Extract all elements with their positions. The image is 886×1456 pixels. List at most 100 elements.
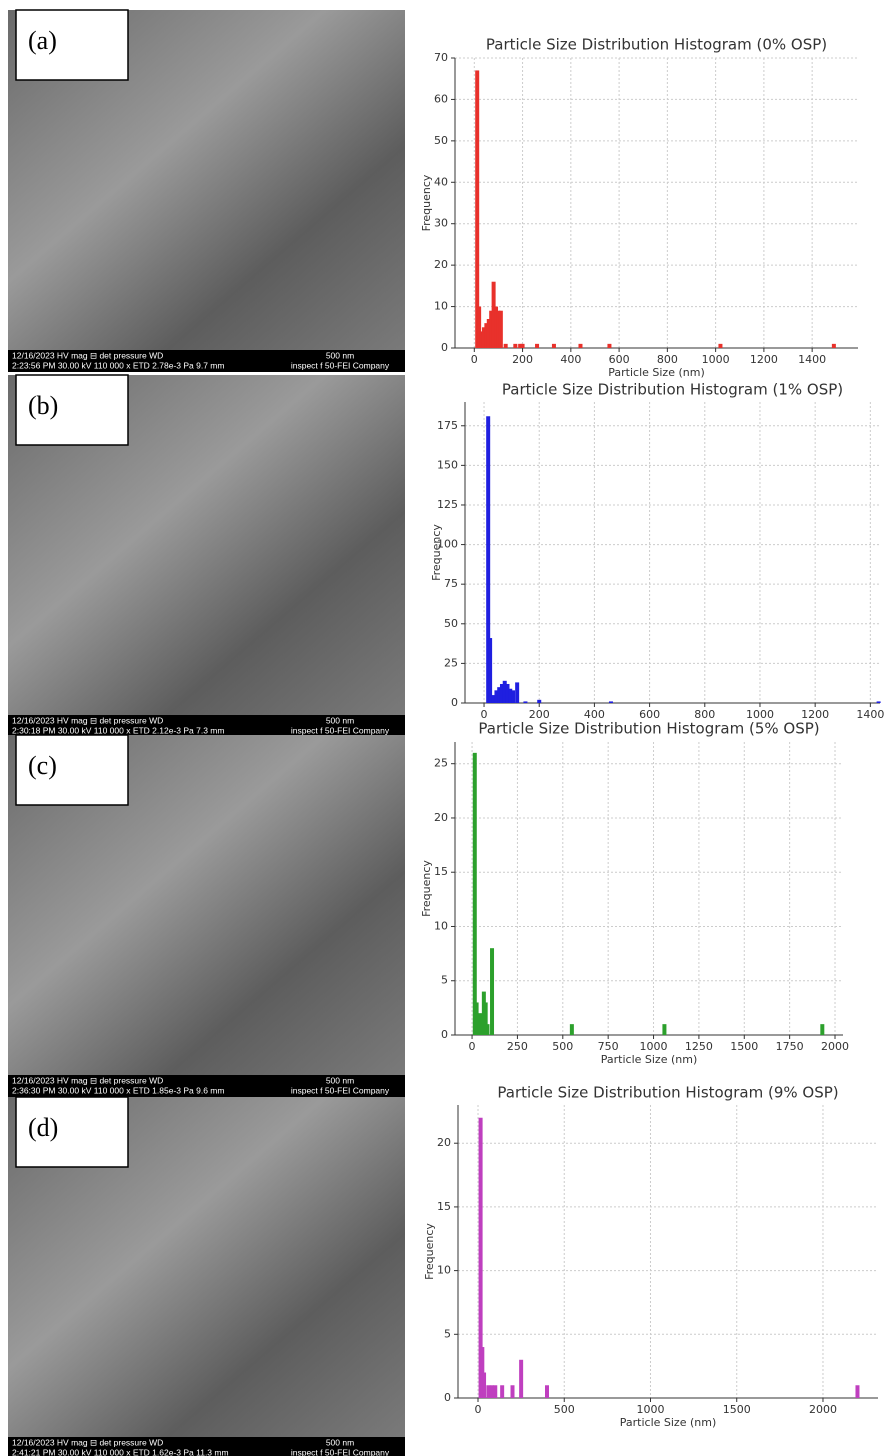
bar [513,344,517,348]
bar [570,1024,574,1035]
bar [535,344,539,348]
y-tick-label: 5 [444,1327,451,1340]
y-tick-label: 50 [444,617,458,630]
y-tick-label: 60 [434,92,448,105]
x-tick-label: 2000 [809,1403,837,1416]
x-axis-title: Particle Size (nm) [608,366,705,379]
x-tick-label: 750 [598,1040,619,1053]
x-tick-label: 600 [609,353,630,366]
y-tick-label: 150 [437,458,458,471]
panel-label: (d) [28,1113,58,1142]
x-tick-label: 0 [475,1403,482,1416]
x-tick-label: 400 [560,353,581,366]
bar [552,344,556,348]
scale-text: 500 nm [326,350,354,360]
bar [832,344,836,348]
y-tick-label: 20 [434,811,448,824]
bar [537,700,541,703]
info-text: inspect f 50-FEI Company [291,1085,390,1095]
bar [511,1385,515,1398]
info-text: 2:30:18 PM 30.00 kV 110 000 x ETD 2.12e-… [12,725,224,735]
x-tick-label: 500 [552,1040,573,1053]
x-tick-label: 500 [554,1403,575,1416]
info-text: inspect f 50-FEI Company [291,1447,390,1456]
y-axis-title: Frequency [430,524,443,581]
x-tick-label: 1750 [776,1040,804,1053]
info-text: inspect f 50-FEI Company [291,725,390,735]
y-tick-label: 10 [434,300,448,313]
bar [820,1024,824,1035]
bar [523,701,527,703]
x-tick-label: 1000 [702,353,730,366]
y-tick-label: 25 [444,656,458,669]
y-tick-label: 50 [434,134,448,147]
chart-title: Particle Size Distribution Histogram (9%… [497,1084,838,1102]
bar [499,311,503,348]
x-tick-label: 1500 [730,1040,758,1053]
y-tick-label: 0 [441,1028,448,1041]
info-text: 12/16/2023 HV mag ⊟ det pressure WD [12,715,163,725]
info-text: inspect f 50-FEI Company [291,360,390,370]
bar [718,344,722,348]
bar [475,70,479,348]
x-axis-title: Particle Size (nm) [620,1416,717,1429]
bar [486,1385,490,1398]
y-tick-label: 15 [437,1200,451,1213]
bar [500,1385,504,1398]
y-tick-label: 5 [441,974,448,987]
bar [521,344,525,348]
info-text: 12/16/2023 HV mag ⊟ det pressure WD [12,1437,163,1447]
y-tick-label: 125 [437,498,458,511]
x-tick-label: 800 [657,353,678,366]
x-tick-label: 1500 [723,1403,751,1416]
bar [482,1373,486,1398]
panel-label: (b) [28,391,58,420]
y-tick-label: 15 [434,865,448,878]
bar [662,1024,666,1035]
bar [607,344,611,348]
bar [493,1385,497,1398]
x-tick-label: 1000 [640,1040,668,1053]
x-tick-label: 1000 [636,1403,664,1416]
x-tick-label: 1400 [856,708,884,721]
x-tick-label: 200 [512,353,533,366]
y-tick-label: 175 [437,419,458,432]
y-axis-title: Frequency [420,860,433,917]
y-tick-label: 30 [434,217,448,230]
chart-title: Particle Size Distribution Histogram (5%… [478,720,819,738]
y-axis-title: Frequency [423,1223,436,1280]
y-tick-label: 75 [444,577,458,590]
bar [578,344,582,348]
panel-label: (c) [28,751,57,780]
y-tick-label: 0 [441,341,448,354]
y-tick-label: 40 [434,175,448,188]
info-text: 2:36:30 PM 30.00 kV 110 000 x ETD 1.85e-… [12,1085,224,1095]
figure: 12/16/2023 HV mag ⊟ det pressure WD 2:23:… [0,0,886,1456]
info-text: 2:41:21 PM 30.00 kV 110 000 x ETD 1.62e-… [12,1447,229,1456]
x-tick-label: 0 [469,1040,476,1053]
chart-title: Particle Size Distribution Histogram (0%… [486,36,827,54]
y-tick-label: 10 [437,1264,451,1277]
bar [877,701,881,703]
info-text: 12/16/2023 HV mag ⊟ det pressure WD [12,1075,163,1085]
y-tick-label: 20 [434,258,448,271]
bar [511,690,515,703]
y-tick-label: 0 [444,1391,451,1404]
x-axis-title: Particle Size (nm) [601,1053,698,1066]
y-tick-label: 70 [434,51,448,64]
y-tick-label: 0 [451,696,458,709]
x-tick-label: 250 [507,1040,528,1053]
x-tick-label: 1400 [798,353,826,366]
bar [545,1385,549,1398]
bar [504,344,508,348]
x-tick-label: 2000 [821,1040,849,1053]
bar [490,1385,494,1398]
bar [473,753,477,1035]
x-tick-label: 0 [471,353,478,366]
x-tick-label: 1250 [685,1040,713,1053]
panel-label: (a) [28,26,57,55]
x-tick-label: 1200 [750,353,778,366]
info-text: 2:23:56 PM 30.00 kV 110 000 x ETD 2.78e-… [12,360,224,370]
scale-text: 500 nm [326,715,354,725]
y-axis-title: Frequency [420,174,433,231]
